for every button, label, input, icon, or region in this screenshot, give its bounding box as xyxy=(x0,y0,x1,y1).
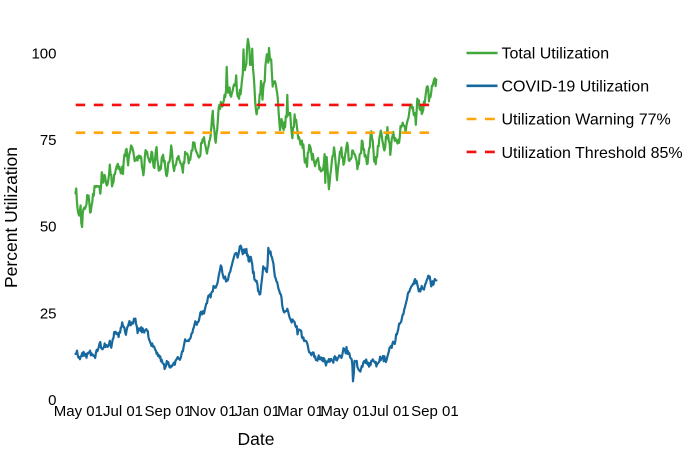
svg-text:Utilization Warning 77%: Utilization Warning 77% xyxy=(502,112,671,129)
svg-text:May 01: May 01 xyxy=(320,403,369,420)
svg-text:May 01: May 01 xyxy=(54,403,103,420)
svg-text:Total Utilization: Total Utilization xyxy=(502,46,610,63)
svg-text:Jul 01: Jul 01 xyxy=(370,403,410,420)
svg-text:COVID-19 Utilization: COVID-19 Utilization xyxy=(502,79,650,96)
svg-text:Date: Date xyxy=(238,429,275,449)
svg-text:Jul 01: Jul 01 xyxy=(103,403,143,420)
svg-text:Sep 01: Sep 01 xyxy=(411,403,459,420)
svg-text:Mar 01: Mar 01 xyxy=(277,403,324,420)
svg-text:50: 50 xyxy=(40,219,57,236)
svg-text:Sep 01: Sep 01 xyxy=(145,403,193,420)
svg-text:Nov 01: Nov 01 xyxy=(189,403,237,420)
svg-text:Percent Utilization: Percent Utilization xyxy=(1,147,21,288)
svg-text:25: 25 xyxy=(40,305,57,322)
svg-text:0: 0 xyxy=(48,392,56,409)
svg-text:100: 100 xyxy=(31,45,56,62)
svg-text:Jan 01: Jan 01 xyxy=(235,403,280,420)
svg-text:Utilization Threshold 85%: Utilization Threshold 85% xyxy=(502,145,683,162)
svg-text:75: 75 xyxy=(40,132,57,149)
